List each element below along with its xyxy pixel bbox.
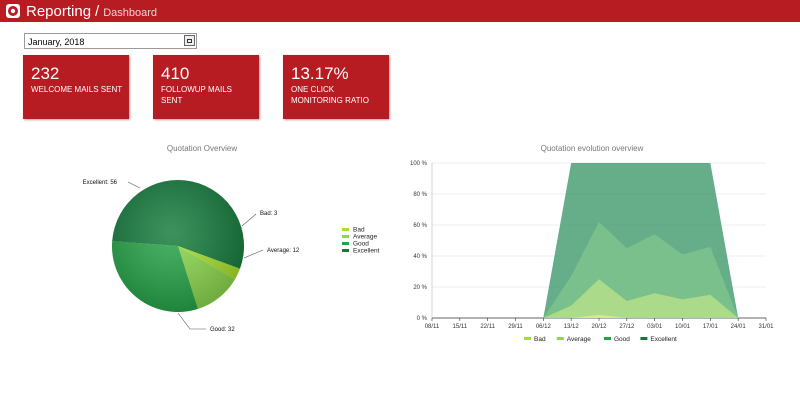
pie-leader-excellent <box>127 181 141 189</box>
y-tick-label: 0 % <box>417 316 428 322</box>
month-picker[interactable] <box>24 33 197 49</box>
pie-legend-good[interactable]: Good <box>353 241 369 248</box>
area-average[interactable] <box>432 279 739 318</box>
breadcrumb-separator: / <box>95 2 100 20</box>
x-tick-label: 24/01 <box>731 324 747 330</box>
followup-mails-label: FOLLOWUP MAILS SENT <box>161 85 232 105</box>
pie-label-good: Good: 32 <box>210 327 235 333</box>
area-legend-good[interactable]: Good <box>614 336 630 343</box>
app-logo-icon[interactable] <box>6 4 20 18</box>
area-legend-swatch-bad[interactable] <box>524 337 531 340</box>
followup-mails-count: 410 <box>161 64 190 83</box>
followup-mails-tile: 410 FOLLOWUP MAILS SENT <box>153 55 259 119</box>
x-tick-label: 06/12 <box>536 324 552 330</box>
quotation-evolution-chart: Quotation evolution overview 0 % 20 % 40 % 6… <box>410 144 774 343</box>
area-legend-swatch-average[interactable] <box>556 337 564 340</box>
area-legend-bad[interactable]: Bad <box>534 336 546 343</box>
pie-legend-swatch-average[interactable] <box>342 235 349 238</box>
top-bar: Reporting / Dashboard <box>0 0 800 22</box>
area-chart-title: Quotation evolution overview <box>541 144 644 153</box>
pie-leader-average <box>243 249 264 259</box>
x-tick-label: 08/11 <box>425 324 440 330</box>
pie-leader-bad <box>241 213 257 227</box>
pie-legend-swatch-good[interactable] <box>342 242 349 245</box>
y-tick-label: 80 % <box>413 192 427 198</box>
x-tick-label: 10/01 <box>675 324 691 330</box>
quotation-overview-chart: Quotation Overview Bad: 3 Average: 12 Good:… <box>83 144 380 333</box>
pie-slices <box>111 180 244 313</box>
y-tick-label: 100 % <box>410 161 428 167</box>
area-series <box>432 163 739 318</box>
monitoring-ratio-value: 13.17% <box>291 64 349 83</box>
welcome-mails-count: 232 <box>31 64 60 83</box>
area-legend-swatch-good[interactable] <box>604 337 611 340</box>
pie-legend-swatch-excellent[interactable] <box>342 249 349 252</box>
y-tick-label: 20 % <box>413 285 427 291</box>
x-tick-label: 15/11 <box>453 324 468 330</box>
area-legend-average[interactable]: Average <box>567 336 591 343</box>
x-tick-label: 29/11 <box>508 324 523 330</box>
x-tick-label: 03/01 <box>647 324 663 330</box>
x-tick-label: 27/12 <box>619 324 635 330</box>
pie-legend-excellent[interactable]: Excellent <box>353 248 380 255</box>
x-tick-label: 22/11 <box>480 324 495 330</box>
month-input[interactable] <box>25 35 178 48</box>
x-tick-label: 17/01 <box>703 324 719 330</box>
y-tick-label: 40 % <box>413 254 427 260</box>
app-title: Reporting <box>26 2 92 20</box>
pie-leader-good <box>177 312 206 330</box>
pie-legend-swatch-bad[interactable] <box>342 228 349 231</box>
pie-label-average: Average: 12 <box>267 248 300 254</box>
breadcrumb-dashboard[interactable]: Dashboard <box>103 6 158 19</box>
y-tick-label: 60 % <box>413 223 427 229</box>
area-legend-swatch-excellent[interactable] <box>640 337 648 340</box>
pie-legend-bad[interactable]: Bad <box>353 227 365 234</box>
calendar-icon[interactable] <box>184 35 195 46</box>
x-tick-label: 20/12 <box>591 324 607 330</box>
area-bad[interactable] <box>432 314 739 318</box>
monitoring-ratio-label: ONE CLICK MONITORING RATIO <box>291 85 369 105</box>
welcome-mails-label: WELCOME MAILS SENT <box>31 85 123 94</box>
pie-chart-title: Quotation Overview <box>167 144 237 153</box>
area-good[interactable] <box>432 221 739 318</box>
pie-legend-average[interactable]: Average <box>353 234 377 241</box>
x-tick-label: 31/01 <box>758 324 774 330</box>
pie-label-bad: Bad: 3 <box>260 211 278 217</box>
monitoring-ratio-tile: 13.17% ONE CLICK MONITORING RATIO <box>283 55 389 119</box>
area-legend-excellent[interactable]: Excellent <box>650 336 677 343</box>
pie-label-excellent: Excellent: 56 <box>83 180 118 186</box>
welcome-mails-tile: 232 WELCOME MAILS SENT <box>23 55 129 119</box>
x-tick-label: 13/12 <box>564 324 580 330</box>
